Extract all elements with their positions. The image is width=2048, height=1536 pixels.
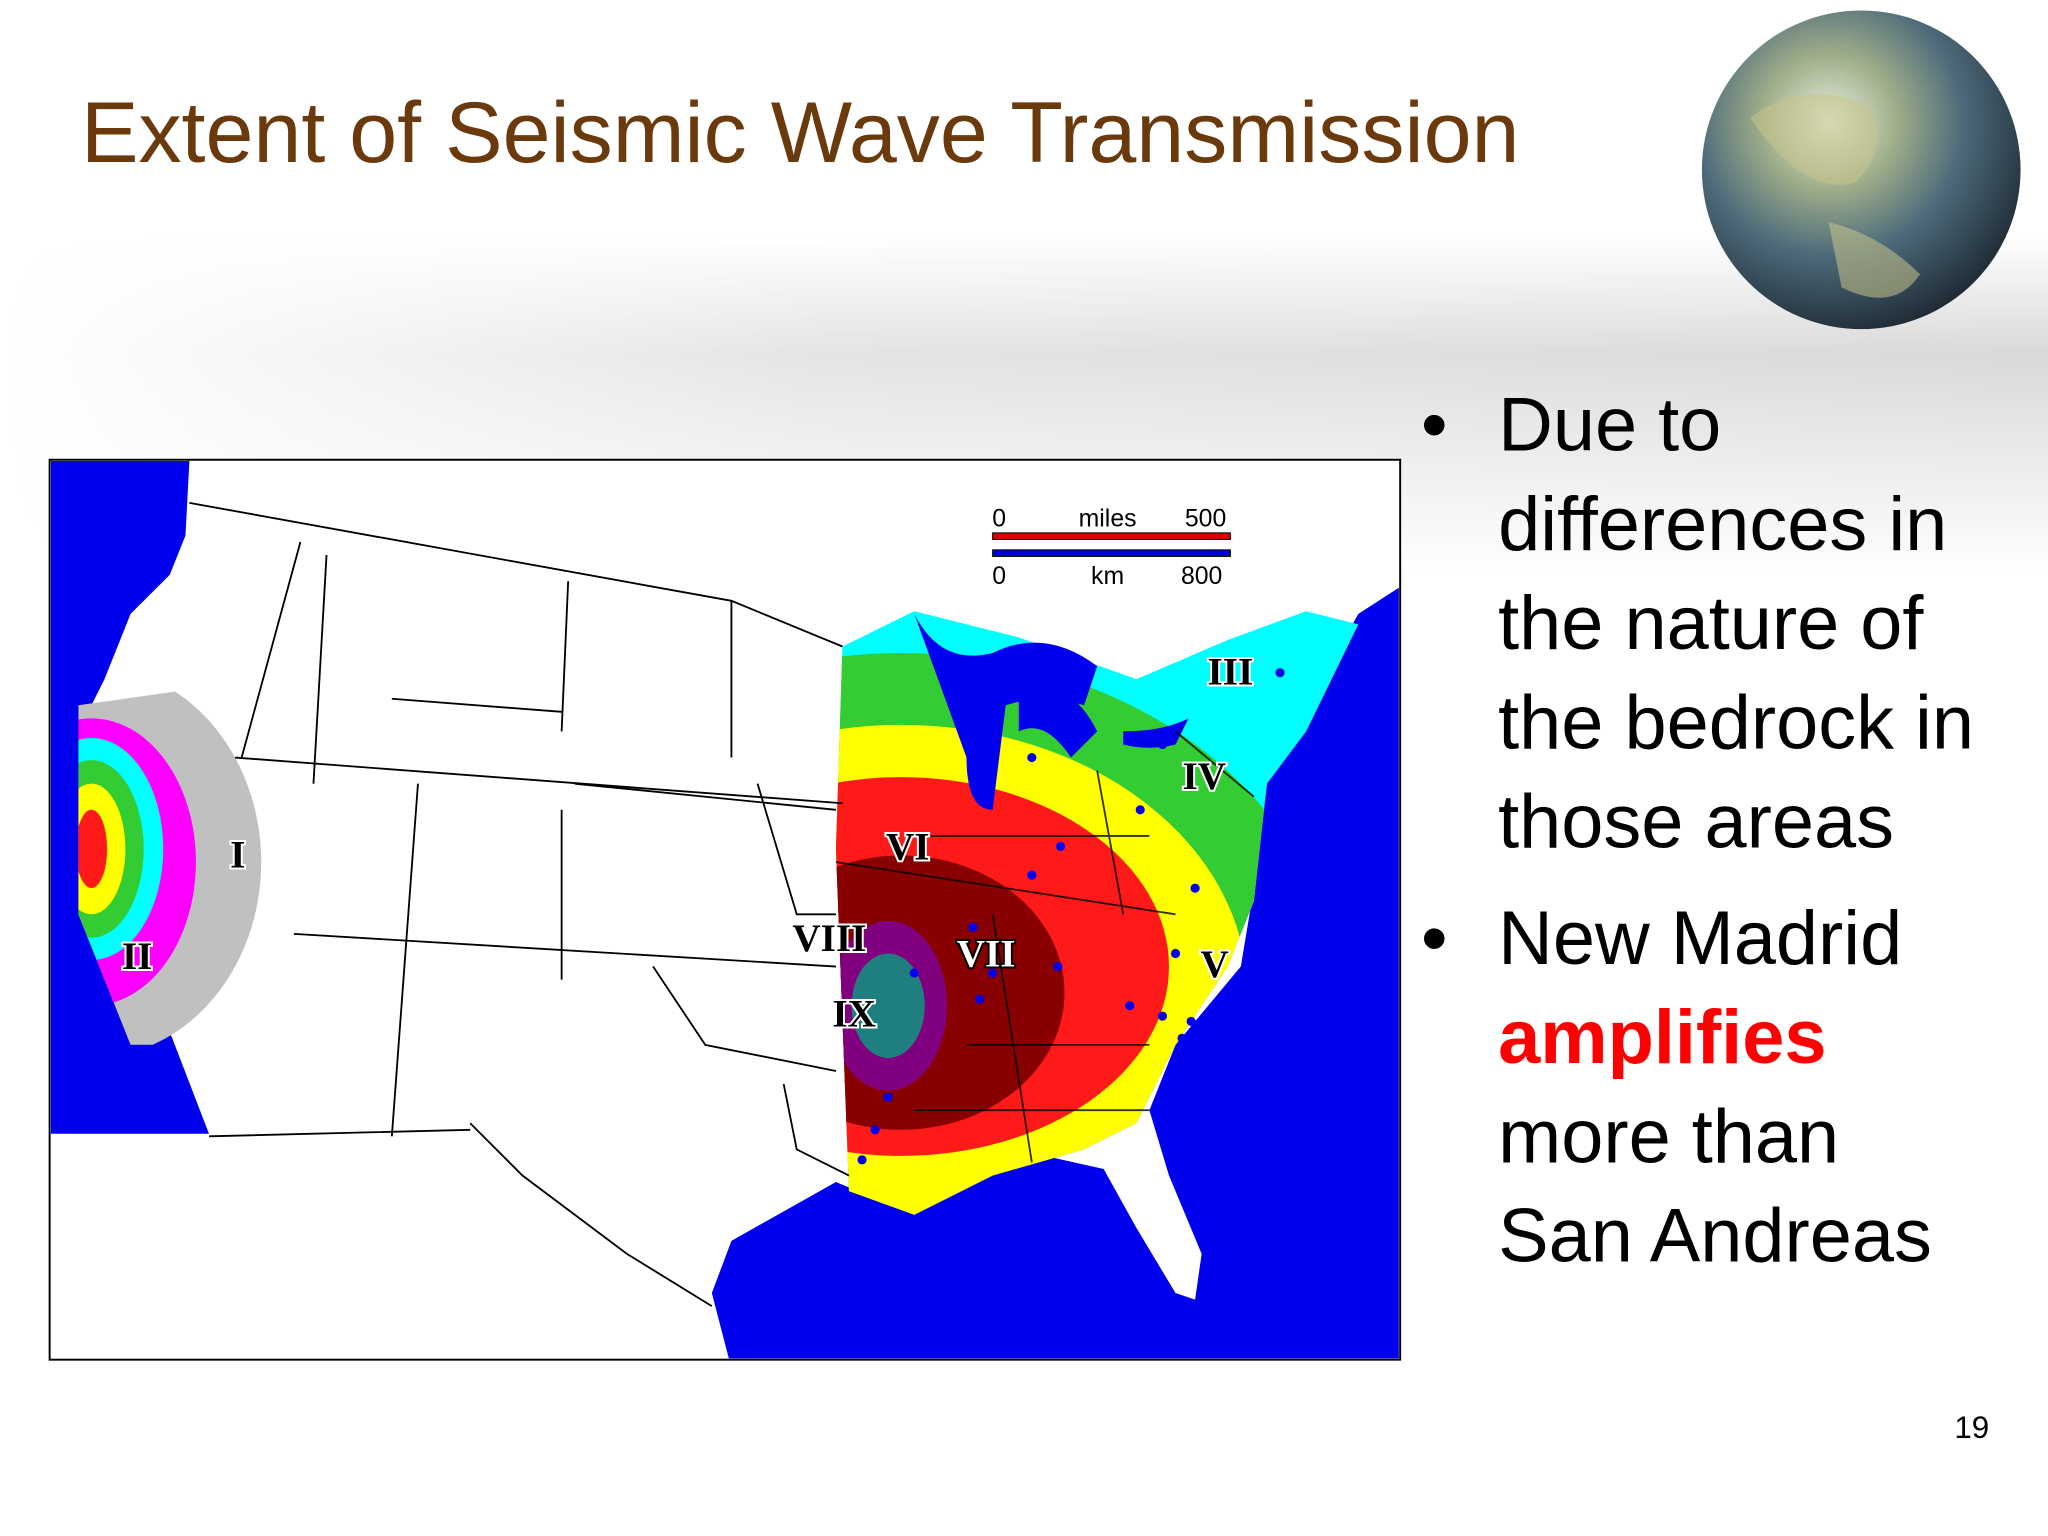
pacific-ocean	[50, 461, 209, 1134]
zone-w6	[78, 809, 108, 889]
scale-label: 0	[992, 505, 1006, 532]
map-shape	[857, 1155, 867, 1165]
bullet-line: Due to	[1498, 383, 1721, 468]
scale-label: km	[1091, 563, 1124, 590]
map-shape	[1190, 883, 1200, 893]
map-shape	[1056, 841, 1066, 851]
bullet-marker: •	[1421, 896, 1448, 981]
scale-label: 0	[992, 563, 1006, 590]
zone-label: II	[122, 935, 152, 978]
map-shape	[189, 501, 850, 1307]
scale-label: miles	[1079, 505, 1137, 532]
great-lakes	[914, 613, 1189, 810]
bullet-line: the nature of	[1498, 581, 1924, 666]
bullet-marker: •	[1421, 383, 1448, 468]
map-shape	[1186, 1016, 1196, 1026]
zone-label: VII	[957, 933, 1016, 976]
map-shape	[1135, 805, 1145, 815]
zone-label: V	[1201, 943, 1229, 986]
map-shape	[1027, 870, 1037, 880]
zone-label: VI	[886, 825, 930, 868]
map-shape	[883, 1092, 893, 1102]
bullet-line: differences in	[1498, 482, 1947, 567]
map-shape	[968, 922, 978, 932]
zone-label: IX	[832, 993, 876, 1036]
bullet-list: • Due to differences in the nature of th…	[1421, 383, 1974, 1279]
bullet-emphasis: amplifies	[1498, 995, 1826, 1080]
state-lines	[189, 501, 1255, 1307]
west-zones	[78, 679, 262, 1045]
map: 0 miles 500 0 km 800 I II III IV V VI VI…	[48, 458, 1402, 1361]
bullet-line: more than	[1498, 1094, 1839, 1179]
atlantic-gulf	[711, 587, 1399, 1359]
scale-label: 800	[1181, 563, 1222, 590]
bullet-line: San Andreas	[1498, 1194, 1932, 1279]
scale-label: 500	[1185, 505, 1226, 532]
zone-label: I	[230, 833, 245, 876]
bullet-line: New Madrid	[1498, 896, 1902, 981]
zone-label: III	[1208, 650, 1254, 693]
map-shape	[870, 1125, 880, 1135]
scale-bar: 0 miles 500 0 km 800	[992, 505, 1231, 590]
map-shape	[1125, 1001, 1135, 1011]
map-shape	[1027, 752, 1037, 763]
scale-miles	[992, 532, 1231, 540]
map-shape	[1157, 739, 1168, 750]
scale-km	[992, 549, 1231, 557]
globe-land	[1750, 94, 1920, 298]
page-number: 19	[1954, 1410, 1989, 1445]
map-shape	[1157, 1011, 1168, 1021]
map-shape	[975, 994, 985, 1004]
map-shape	[835, 730, 1255, 1163]
city-dots	[857, 668, 1285, 1165]
bullet-line: the bedrock in	[1498, 680, 1974, 765]
bullet-line: those areas	[1498, 780, 1894, 865]
map-shape	[1170, 948, 1181, 959]
map-shape	[1177, 1033, 1187, 1043]
zone-ix	[851, 953, 925, 1058]
map-shape	[1053, 961, 1063, 972]
map-shape	[1275, 668, 1285, 678]
map-shape	[909, 968, 919, 978]
slide-title: Extent of Seismic Wave Transmission	[81, 85, 1520, 181]
zone-label: IV	[1182, 755, 1226, 798]
zone-label: VIII	[792, 917, 866, 960]
map-shape	[988, 968, 998, 978]
